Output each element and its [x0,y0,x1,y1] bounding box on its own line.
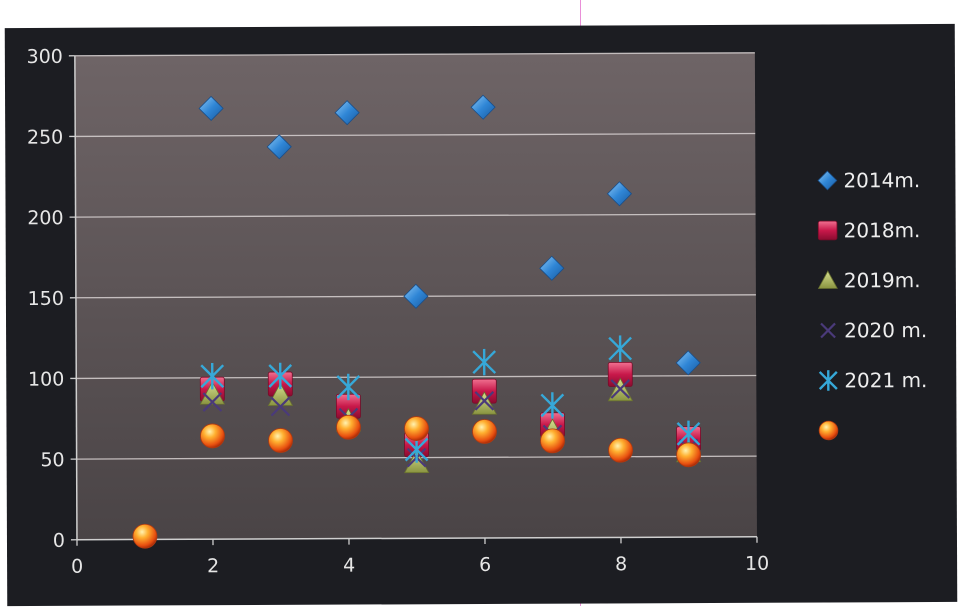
x-tick-label: 6 [479,554,491,576]
legend-label: 2020 m. [844,318,927,342]
chart-panel: 0 50 100 150 200 250 300 0 2 4 6 8 10 2014m. 2018m. 20… [5,24,958,606]
x-tick-label: 4 [343,555,355,577]
y-tick-label: 200 [27,207,63,229]
y-tick-label: 300 [27,46,63,68]
legend-marker-sphere [819,421,838,440]
scatter-chart: 0 50 100 150 200 250 300 0 2 4 6 8 10 2014m. 2018m. 20… [5,24,958,606]
data-point-sphere [336,415,360,439]
legend-marker-x [821,323,835,337]
legend-marker-triangle [818,271,837,288]
y-tick-label: 250 [27,126,63,148]
data-point-sphere [133,524,157,548]
legend-marker-diamond [818,171,837,190]
legend-marker-star [820,370,837,391]
y-tick-label: 150 [28,288,64,310]
legend-label: 2018m. [844,218,921,242]
y-tick-label: 50 [40,449,64,471]
x-tick-label: 8 [615,553,627,575]
legend-label: 2021 m. [844,368,927,392]
x-tick-label: 2 [207,555,219,577]
legend-label: 2019m. [844,268,921,292]
legend-marker-square [818,221,837,240]
data-point-sphere [540,429,564,453]
data-point-sphere [677,443,701,467]
data-point-sphere [609,438,633,462]
data-point-sphere [472,419,496,443]
data-point-sphere [200,424,224,448]
data-point-sphere [268,428,292,452]
x-tick-label: 10 [745,553,769,575]
legend-label: 2014m. [843,168,920,192]
x-tick-label: 0 [71,556,83,578]
y-tick-label: 100 [28,368,64,390]
data-point-sphere [404,417,428,441]
y-tick-label: 0 [53,530,65,552]
